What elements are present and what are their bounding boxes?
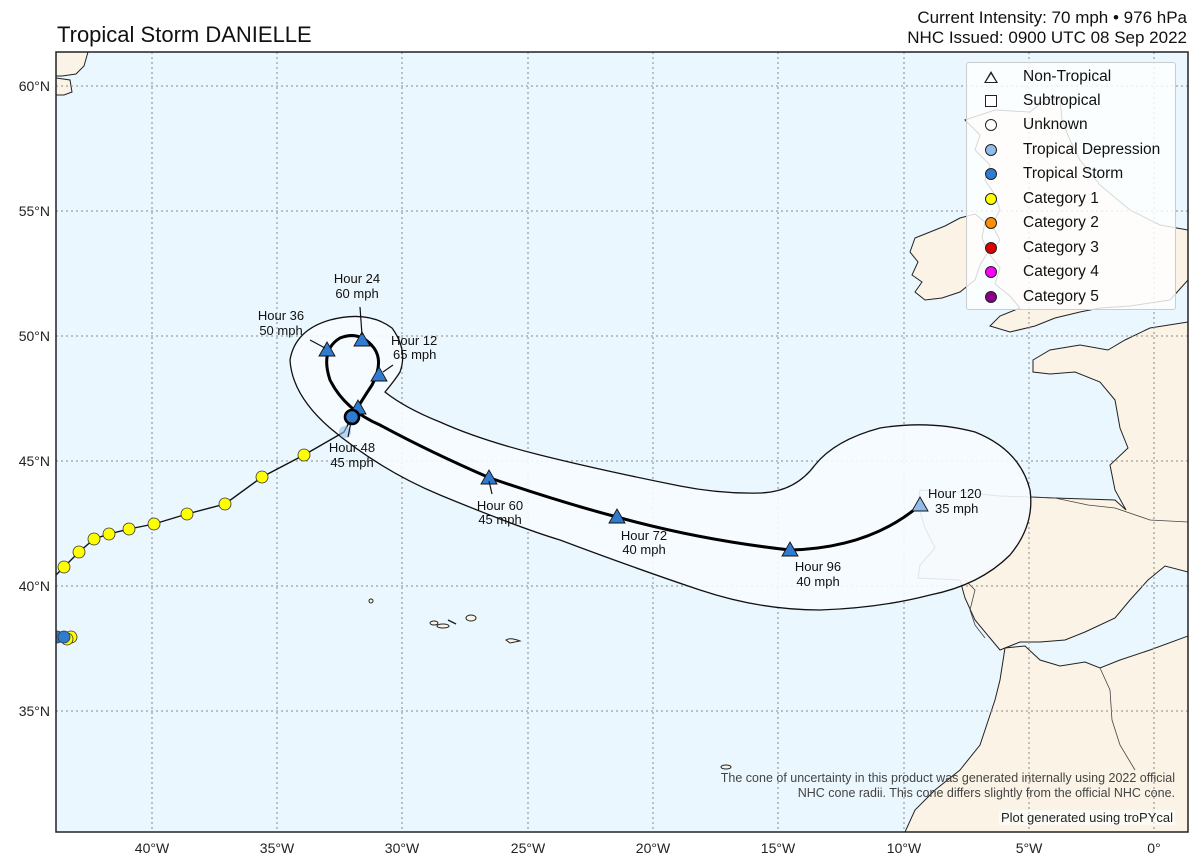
legend-item-category-5: Category 5	[967, 285, 1099, 309]
svg-text:15°W: 15°W	[761, 840, 796, 856]
svg-text:0°: 0°	[1147, 840, 1160, 856]
label-hour-36: Hour 36	[258, 308, 304, 323]
legend-item-subtropical: Subtropical	[967, 89, 1101, 113]
svg-text:40°W: 40°W	[135, 840, 170, 856]
circle-icon	[985, 217, 997, 229]
current-intensity: Current Intensity: 70 mph • 976 hPa	[917, 8, 1187, 27]
label-hour-48: Hour 48	[329, 440, 375, 455]
legend-item-unknown: Unknown	[967, 113, 1088, 137]
cone-of-uncertainty	[289, 315, 1032, 611]
storm-info: Current Intensity: 70 mph • 976 hPa NHC …	[907, 8, 1187, 48]
label-leaders	[309, 306, 493, 495]
label-wind-36: 50 mph	[259, 323, 302, 338]
label-wind-96: 40 mph	[796, 574, 839, 589]
svg-text:60°N: 60°N	[19, 78, 50, 94]
svg-text:30°W: 30°W	[385, 840, 420, 856]
latitude-ticks: 60°N 55°N 50°N 45°N 40°N 35°N	[19, 78, 50, 719]
forecast-points	[318, 331, 929, 557]
label-hour-12: Hour 12	[391, 333, 437, 348]
svg-text:20°W: 20°W	[636, 840, 671, 856]
gridlines	[56, 52, 1188, 832]
circle-icon	[985, 168, 997, 180]
square-outline-icon	[985, 95, 997, 107]
svg-text:50°N: 50°N	[19, 328, 50, 344]
triangle-outline-icon	[984, 71, 998, 83]
forecast-labels: Hour 24 60 mph Hour 36 50 mph Hour 12 65…	[258, 271, 982, 589]
label-hour-120: Hour 120	[928, 486, 981, 501]
legend-item-category-3: Category 3	[967, 236, 1099, 260]
legend-item-category-1: Category 1	[967, 187, 1099, 211]
circle-icon	[985, 144, 997, 156]
svg-text:45°N: 45°N	[19, 453, 50, 469]
legend: Non-Tropical Subtropical Unknown Tropica…	[966, 62, 1176, 310]
legend-item-tropical-storm: Tropical Storm	[967, 162, 1123, 186]
svg-text:25°W: 25°W	[511, 840, 546, 856]
label-hour-24: Hour 24	[334, 271, 380, 286]
label-wind-120: 35 mph	[935, 501, 978, 516]
label-hour-60: Hour 60	[477, 498, 523, 513]
svg-text:35°N: 35°N	[19, 703, 50, 719]
label-hour-96: Hour 96	[795, 559, 841, 574]
svg-text:40°N: 40°N	[19, 578, 50, 594]
circle-icon	[985, 193, 997, 205]
circle-icon	[985, 242, 997, 254]
plot-credit: Plot generated using troPYcal	[999, 810, 1175, 825]
label-wind-12: 65 mph	[393, 347, 436, 362]
page-title: Tropical Storm DANIELLE	[57, 22, 312, 47]
forecast-track-line	[325, 334, 921, 552]
legend-item-non-tropical: Non-Tropical	[967, 65, 1111, 89]
longitude-ticks: 40°W 35°W 30°W 25°W 20°W 15°W 10°W 5°W 0…	[135, 840, 1161, 856]
legend-item-tropical-depression: Tropical Depression	[967, 138, 1160, 162]
label-wind-72: 40 mph	[622, 542, 665, 557]
svg-text:35°W: 35°W	[260, 840, 295, 856]
circle-outline-icon	[985, 119, 997, 131]
current-position-marker	[343, 408, 361, 426]
label-wind-48: 45 mph	[330, 455, 373, 470]
legend-item-category-4: Category 4	[967, 260, 1099, 284]
label-wind-60: 45 mph	[478, 512, 521, 527]
past-track-points	[56, 426, 351, 646]
circle-icon	[985, 266, 997, 278]
circle-icon	[985, 291, 997, 303]
plot-frame	[55, 51, 1189, 833]
svg-text:5°W: 5°W	[1016, 840, 1043, 856]
nhc-issued: NHC Issued: 0900 UTC 08 Sep 2022	[907, 28, 1187, 47]
label-wind-24: 60 mph	[335, 286, 378, 301]
label-hour-72: Hour 72	[621, 528, 667, 543]
cone-disclaimer: The cone of uncertainty in this product …	[720, 771, 1175, 800]
legend-item-category-2: Category 2	[967, 211, 1099, 235]
svg-text:55°N: 55°N	[19, 203, 50, 219]
svg-text:10°W: 10°W	[887, 840, 922, 856]
country-borders	[964, 496, 1188, 771]
